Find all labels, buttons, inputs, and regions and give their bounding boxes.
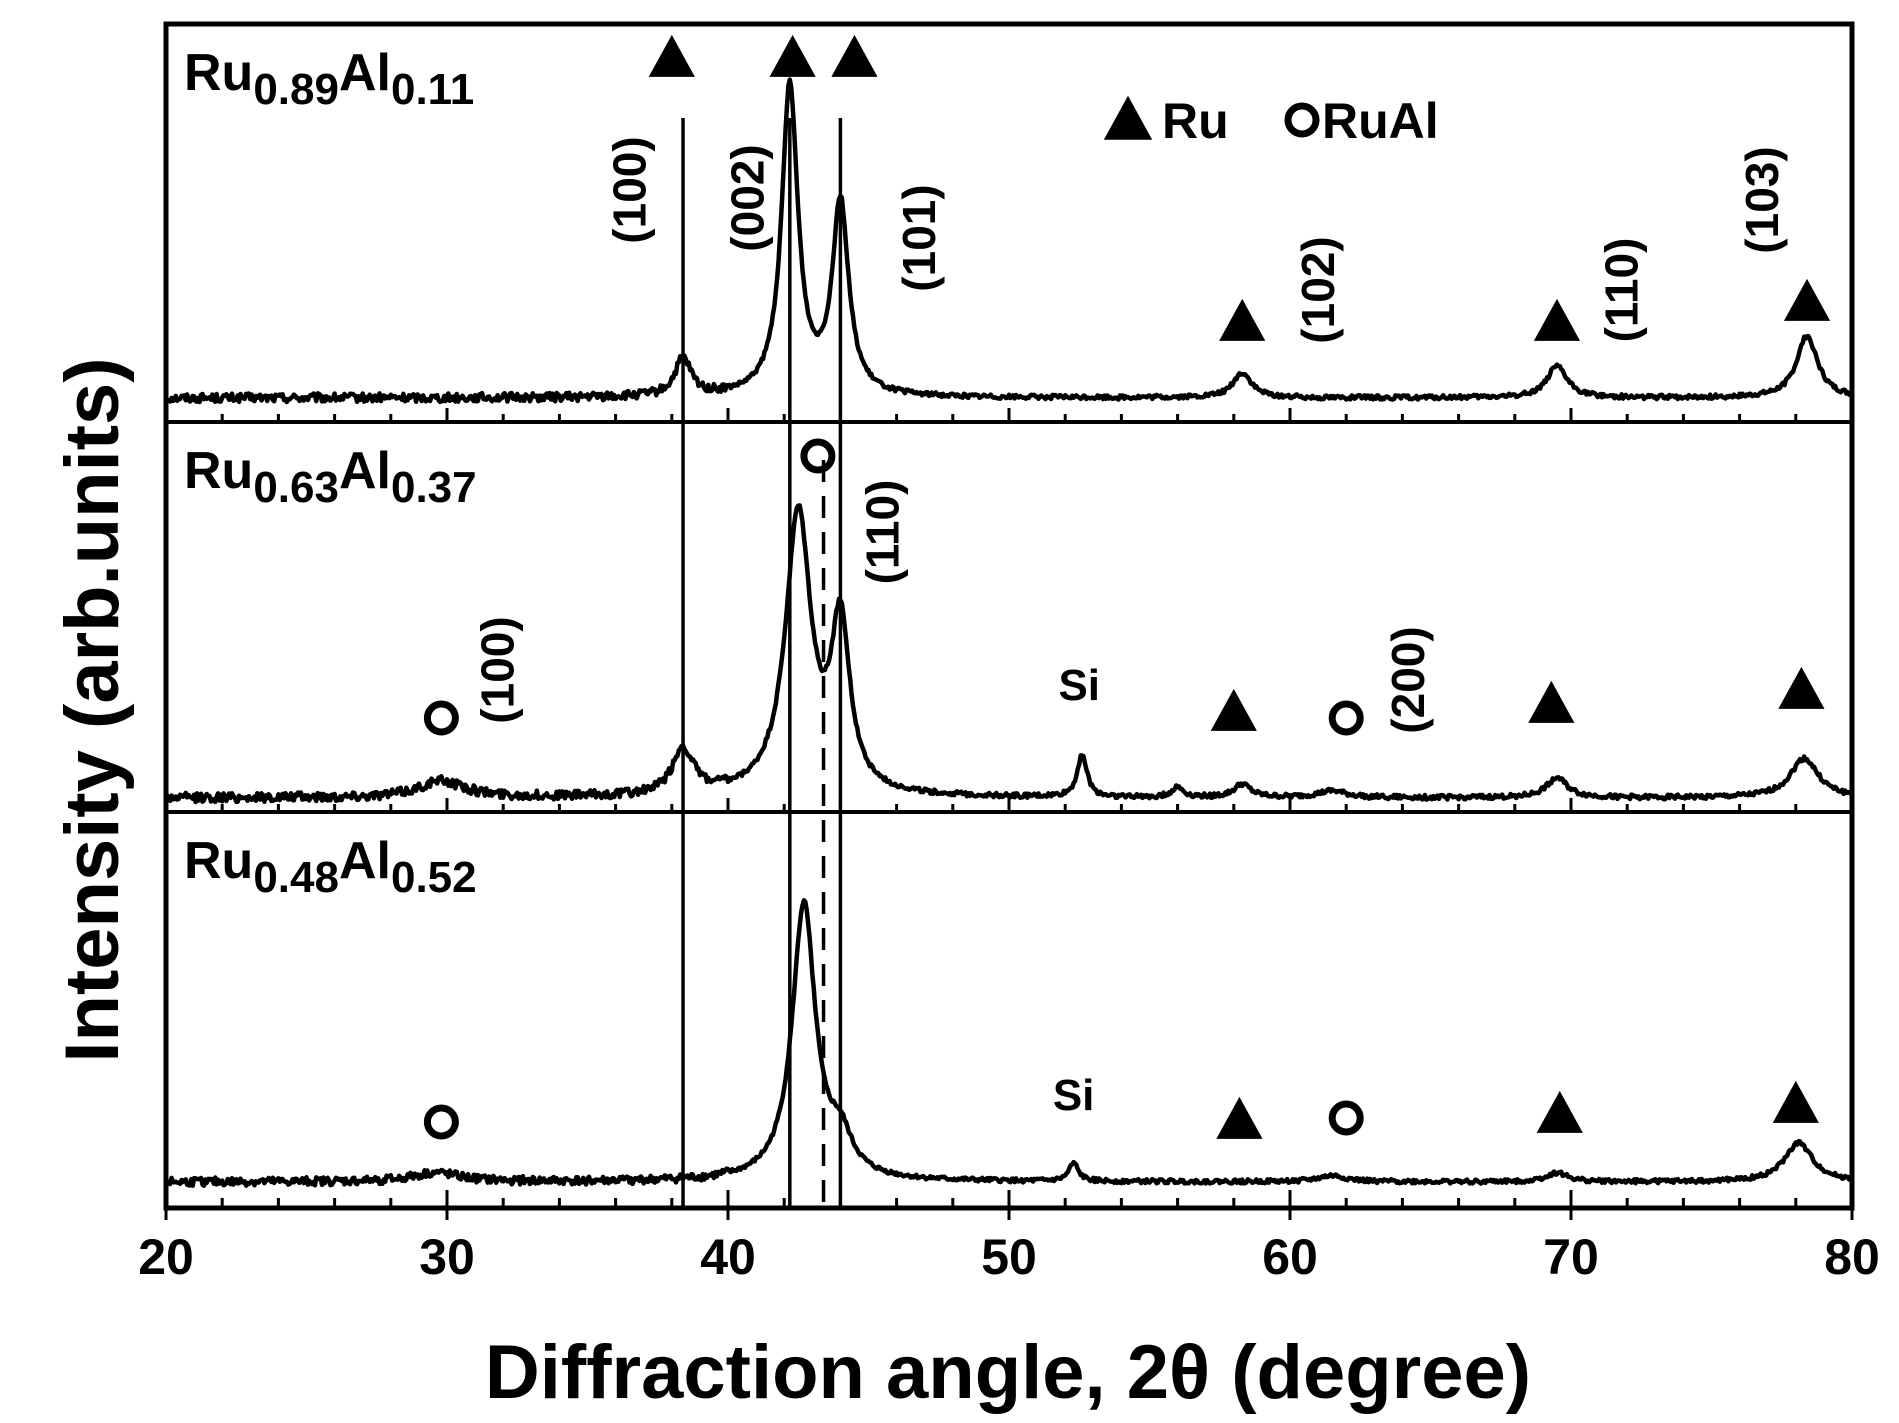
miller-index-label: (103) <box>1736 146 1788 253</box>
composition-label-part: Ru <box>184 442 253 500</box>
diffraction-trace-2 <box>163 503 1853 805</box>
rual-phase-marker <box>1328 1100 1364 1136</box>
si-peak-label: Si <box>1058 661 1100 710</box>
composition-label-part: 0.89 <box>253 65 339 114</box>
ru-phase-marker <box>1536 1090 1583 1133</box>
x-tick-label: 50 <box>981 1229 1037 1285</box>
miller-index-label: (102) <box>1292 236 1344 343</box>
x-tick-label: 60 <box>1262 1229 1318 1285</box>
x-axis-label: Diffraction angle, 2θ (degree) <box>485 1330 1531 1415</box>
composition-label-part: Ru <box>184 44 253 102</box>
miller-index-label: (101) <box>893 184 945 291</box>
x-tick-label: 40 <box>700 1229 756 1285</box>
si-peak-label: Si <box>1053 1071 1095 1120</box>
ru-phase-marker <box>769 34 816 77</box>
ru-phase-marker <box>1216 1096 1263 1139</box>
composition-label-part: 0.11 <box>391 65 474 114</box>
miller-index-label: (100) <box>604 136 656 243</box>
composition-label-part: Al <box>339 832 391 890</box>
composition-label-part: Ru <box>184 832 253 890</box>
miller-index-label: (110) <box>857 480 909 585</box>
ru-phase-marker <box>1210 688 1257 731</box>
composition-label-part: 0.37 <box>391 463 477 512</box>
x-tick-label: 20 <box>138 1229 194 1285</box>
ru-phase-marker <box>1533 298 1581 341</box>
x-tick-label: 30 <box>419 1229 475 1285</box>
composition-label-part: Al <box>339 44 391 102</box>
ru-phase-marker <box>1772 1080 1819 1123</box>
rual-phase-marker <box>423 1104 459 1140</box>
composition-label-part: 0.63 <box>253 463 339 512</box>
ru-phase-marker <box>1528 680 1575 723</box>
miller-index-label: (002) <box>722 144 774 251</box>
composition-label-part: 0.52 <box>391 853 477 902</box>
ru-phase-marker <box>831 34 878 77</box>
diffraction-trace-3 <box>164 898 1853 1189</box>
ru-phase-marker <box>1778 666 1825 709</box>
diffraction-trace-1 <box>164 77 1854 405</box>
composition-label: Ru0.89Al0.11 <box>184 44 474 114</box>
rual-phase-marker <box>423 700 459 736</box>
miller-index-label: (110) <box>1596 238 1648 343</box>
composition-label-part: Al <box>339 442 391 500</box>
ru-phase-marker <box>1783 278 1831 321</box>
plot-area: 20 30 40 50 60 70 80Ru0.89Al0.11Ru0.63Al0.37Ru… <box>138 21 1880 1285</box>
composition-label-part: 0.48 <box>253 853 339 902</box>
legend-ru-marker <box>1103 95 1153 140</box>
miller-index-label: (200) <box>1382 626 1434 733</box>
composition-label: Ru0.63Al0.37 <box>184 442 477 512</box>
rual-phase-marker <box>1328 700 1364 736</box>
rual-phase-marker <box>800 438 836 474</box>
y-axis-label: Intensity (arb.units) <box>50 357 135 1062</box>
legend-ru-label: Ru <box>1162 93 1229 149</box>
legend-rual-marker <box>1284 102 1320 138</box>
x-tick-label: 80 <box>1824 1229 1880 1285</box>
ru-phase-marker <box>1219 298 1266 341</box>
composition-label: Ru0.48Al0.52 <box>184 832 477 902</box>
ru-phase-marker <box>648 34 695 77</box>
x-tick-label: 70 <box>1543 1229 1599 1285</box>
miller-index-label: (100) <box>472 616 524 723</box>
legend-rual-label: RuAl <box>1322 93 1439 149</box>
